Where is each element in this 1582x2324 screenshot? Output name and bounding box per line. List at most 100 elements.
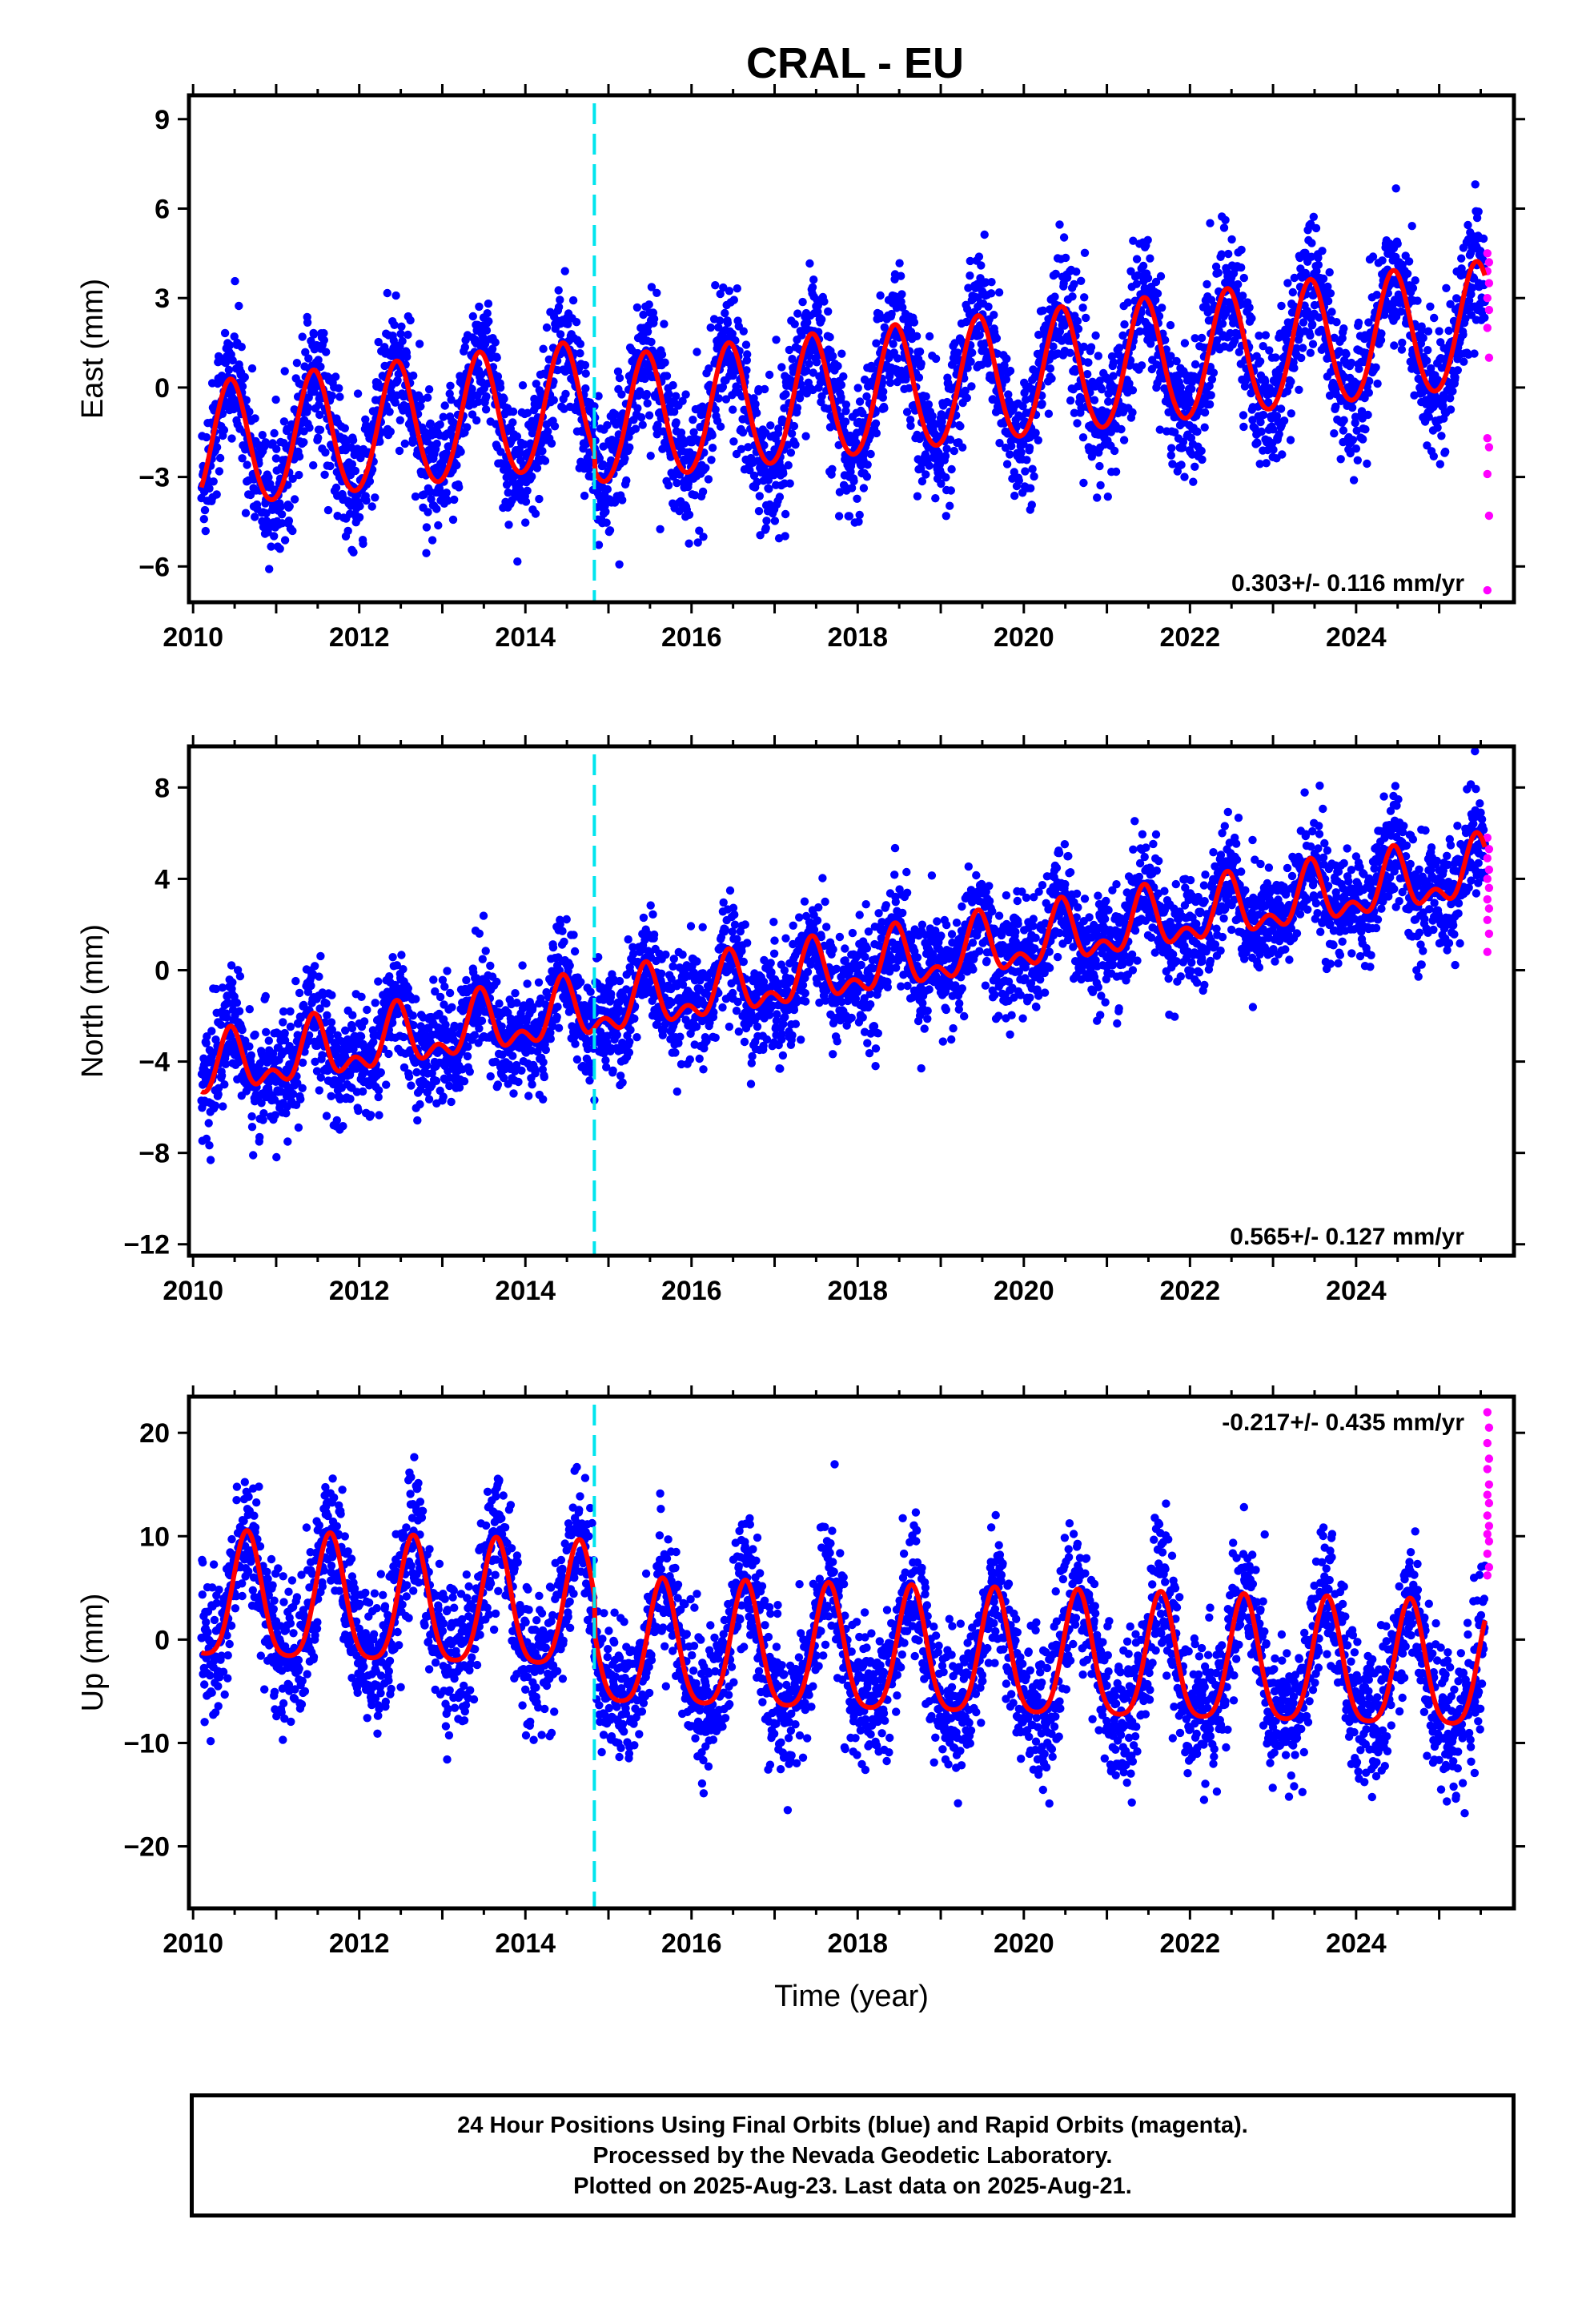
final-orbit-point: [365, 476, 375, 486]
final-orbit-point: [1419, 333, 1427, 343]
final-orbit-point: [477, 370, 486, 379]
final-orbit-point: [271, 395, 280, 404]
final-orbit-point: [858, 408, 867, 418]
final-orbit-point: [1339, 324, 1348, 333]
final-orbit-point: [1265, 346, 1274, 355]
final-orbit-point: [532, 464, 542, 472]
final-orbit-point: [652, 288, 661, 297]
final-orbit-point: [820, 297, 829, 306]
final-orbit-point: [852, 438, 861, 447]
final-orbit-point: [1070, 408, 1079, 417]
final-orbit-point: [1221, 215, 1230, 224]
final-orbit-point: [1308, 320, 1317, 329]
final-orbit-point: [216, 1020, 226, 1029]
final-orbit-point: [1286, 436, 1295, 444]
final-orbit-point: [424, 385, 434, 394]
final-orbit-point: [432, 439, 441, 448]
final-orbit-point: [793, 309, 802, 318]
final-orbit-point: [643, 399, 652, 408]
final-orbit-point: [207, 1027, 216, 1035]
final-orbit-point: [291, 976, 300, 986]
y-tick-label: 9: [155, 105, 170, 135]
final-orbit-point: [339, 1122, 347, 1131]
final-orbit-point: [1086, 343, 1096, 352]
final-orbit-point: [385, 408, 394, 416]
final-orbit-point: [889, 340, 897, 348]
final-orbit-point: [837, 392, 845, 402]
final-orbit-point: [966, 357, 975, 366]
final-orbit-point: [698, 487, 708, 497]
final-orbit-point: [1034, 330, 1043, 340]
final-orbit-point: [853, 494, 861, 503]
final-orbit-point: [1078, 433, 1088, 442]
final-orbit-point: [615, 560, 624, 569]
final-orbit-point: [841, 417, 850, 426]
final-orbit-point: [781, 532, 789, 541]
final-orbit-point: [264, 472, 273, 482]
final-orbit-point: [1093, 493, 1102, 502]
final-orbit-point: [1218, 320, 1227, 328]
final-orbit-point: [1146, 254, 1154, 263]
final-orbit-point: [358, 1087, 367, 1096]
final-orbit-point: [1253, 438, 1262, 448]
final-orbit-point: [1077, 276, 1086, 285]
final-orbit-point: [755, 492, 764, 501]
final-orbit-point: [258, 431, 267, 440]
final-orbit-point: [1306, 331, 1315, 340]
north-final-orbit-points: [197, 746, 1489, 1164]
final-orbit-point: [992, 334, 1002, 343]
y-tick-label: 0: [155, 373, 170, 404]
final-orbit-point: [271, 454, 281, 463]
final-orbit-point: [721, 308, 729, 318]
final-orbit-point: [263, 528, 272, 537]
final-orbit-point: [491, 338, 500, 347]
final-orbit-point: [647, 283, 656, 292]
final-orbit-point: [913, 492, 922, 501]
final-orbit-point: [1413, 296, 1422, 305]
final-orbit-point: [1279, 416, 1289, 425]
final-orbit-point: [1371, 363, 1380, 372]
final-orbit-point: [1028, 464, 1037, 473]
final-orbit-point: [963, 364, 972, 372]
final-orbit-point: [201, 526, 210, 536]
final-orbit-point: [348, 1011, 357, 1019]
final-orbit-point: [1363, 459, 1371, 468]
final-orbit-point: [331, 372, 340, 381]
final-orbit-point: [224, 365, 234, 375]
final-orbit-point: [1342, 350, 1351, 359]
final-orbit-point: [460, 1077, 469, 1086]
final-orbit-point: [1269, 445, 1278, 454]
final-orbit-point: [347, 1023, 357, 1033]
final-orbit-point: [914, 373, 924, 382]
final-orbit-point: [1398, 338, 1407, 348]
final-orbit-point: [751, 400, 760, 408]
final-orbit-point: [322, 348, 331, 356]
final-orbit-point: [554, 286, 563, 295]
final-orbit-point: [595, 454, 604, 463]
final-orbit-point: [801, 432, 810, 440]
final-orbit-point: [1314, 260, 1323, 269]
final-orbit-point: [1084, 358, 1093, 367]
final-orbit-point: [382, 1080, 391, 1089]
final-orbit-point: [1404, 257, 1414, 266]
final-orbit-point: [255, 1132, 264, 1142]
final-orbit-point: [1287, 377, 1295, 386]
final-orbit-point: [1046, 364, 1055, 373]
final-orbit-point: [211, 1101, 220, 1110]
final-orbit-point: [670, 408, 679, 416]
final-orbit-point: [829, 352, 837, 360]
final-orbit-point: [879, 387, 888, 396]
final-orbit-point: [346, 1095, 355, 1104]
final-orbit-point: [1083, 370, 1092, 379]
final-orbit-point: [397, 951, 406, 959]
final-orbit-point: [605, 526, 615, 535]
final-orbit-point: [482, 392, 491, 401]
final-orbit-point: [835, 488, 845, 497]
y-tick-label: 3: [155, 283, 170, 314]
final-orbit-point: [809, 368, 817, 377]
east-final-orbit-points: [197, 180, 1489, 573]
final-orbit-point: [243, 460, 251, 469]
final-orbit-point: [950, 446, 959, 456]
final-orbit-point: [615, 373, 624, 383]
final-orbit-point: [964, 283, 973, 292]
